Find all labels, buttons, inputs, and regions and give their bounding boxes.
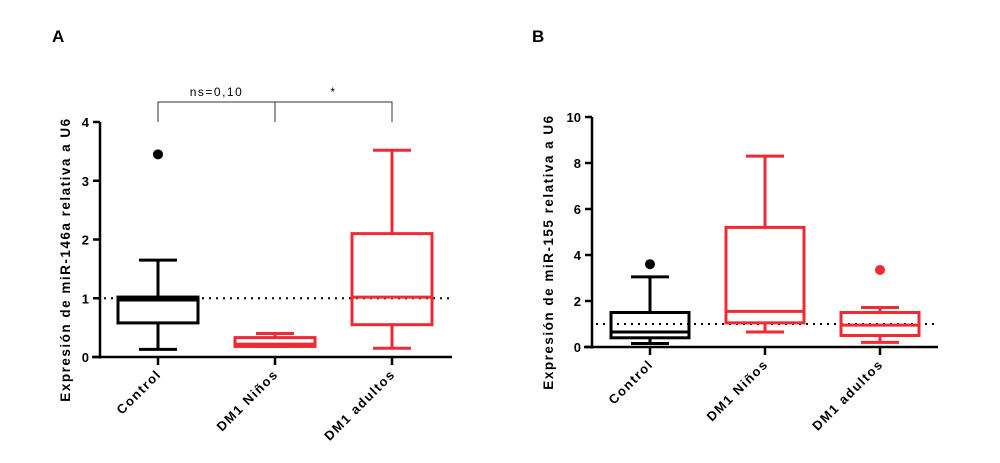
box-iqr (116, 295, 200, 325)
significance-label: * (330, 85, 336, 99)
panel-b: B 0 2 4 6 8 10 Expresión de miR-155 relativa a … (532, 27, 938, 433)
y-tick-label: 0 (82, 350, 89, 365)
box-dm1-niños (724, 154, 806, 334)
y-tick-label: 0 (574, 340, 581, 355)
panel-a: A 0 1 2 3 4 Expresión de miR-146a relativa a U… (52, 27, 452, 443)
box-control (609, 259, 691, 346)
outlier-point (875, 264, 885, 275)
x-tick-label: DM1 Niños (213, 367, 281, 435)
box-iqr (350, 232, 434, 327)
box-dm1-niños (233, 332, 317, 348)
box-iqr (233, 336, 317, 348)
y-tick-label: 2 (82, 233, 89, 248)
significance-bracket (274, 101, 393, 122)
panel-letter: B (532, 27, 544, 46)
y-axis-label: Expresión de miR-146a relativa a U6 (58, 117, 73, 401)
x-tick-label: DM1 Niños (703, 357, 771, 425)
box-dm1-adultos (839, 264, 921, 344)
y-tick-label: 3 (82, 174, 89, 189)
y-tick-label: 10 (567, 110, 581, 125)
x-tick-label: Control (113, 367, 164, 418)
outlier-point (645, 259, 655, 270)
y-tick-label: 2 (574, 294, 581, 309)
y-axis-label: Expresión de miR-155 relativa a U6 (541, 114, 556, 389)
panel-letter: A (52, 27, 64, 46)
y-tick-label: 8 (574, 156, 581, 171)
x-tick-label: Control (605, 357, 656, 408)
outlier-point (153, 149, 163, 160)
box-iqr (724, 225, 806, 325)
y-tick-label: 4 (82, 115, 90, 130)
x-tick-label: DM1 adultos (809, 357, 886, 434)
box-iqr (609, 311, 691, 340)
significance-bracket (157, 101, 276, 122)
box-dm1-adultos (350, 148, 434, 350)
box-control (116, 149, 200, 351)
y-tick-label: 6 (574, 202, 581, 217)
y-tick-label: 1 (82, 291, 89, 306)
significance-label: ns=0,10 (190, 85, 244, 99)
y-tick-label: 4 (574, 248, 582, 263)
x-tick-label: DM1 adultos (321, 367, 398, 444)
